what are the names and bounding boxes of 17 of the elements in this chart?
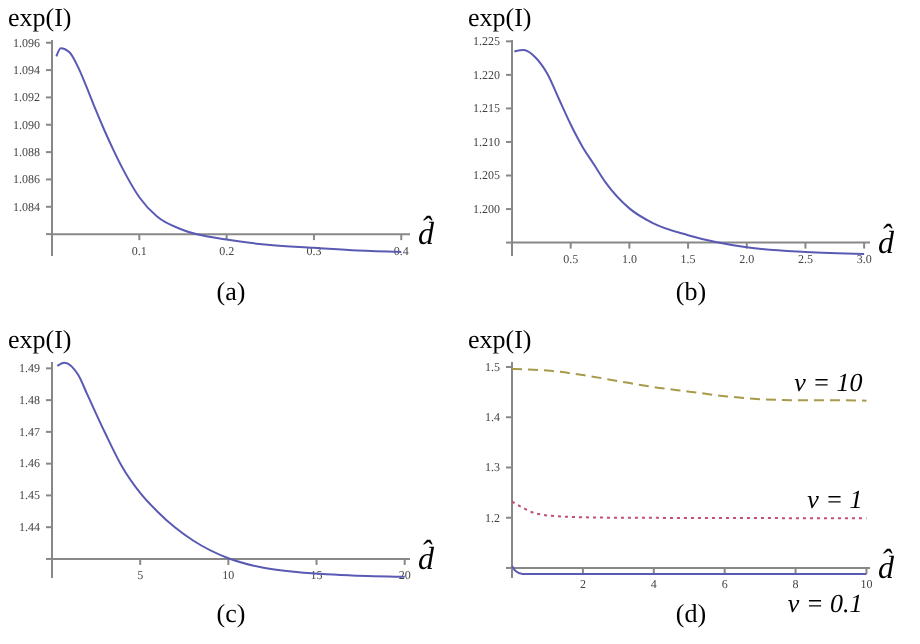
series-label: ν = 1 <box>807 484 863 515</box>
x-axis-title: d̂ <box>878 222 896 261</box>
x-axis-title: d̂ <box>418 538 436 577</box>
line-series <box>513 49 866 255</box>
text: (d) <box>675 598 707 628</box>
x-axis-title: d̂ <box>878 547 896 586</box>
y-axis-title: exp(I) <box>468 2 532 32</box>
series-label: ν = 10 <box>794 366 864 397</box>
y-axis-title: exp(I) <box>468 324 532 354</box>
y-axis-title: exp(I) <box>8 2 72 32</box>
series-label: ν = 0.1 <box>787 587 863 618</box>
text: (a) <box>216 276 246 306</box>
text: (b) <box>675 276 707 306</box>
text: (c) <box>216 598 246 628</box>
line-series <box>511 368 868 402</box>
x-axis-title: d̂ <box>418 213 436 253</box>
y-axis-title: exp(I) <box>8 324 72 354</box>
